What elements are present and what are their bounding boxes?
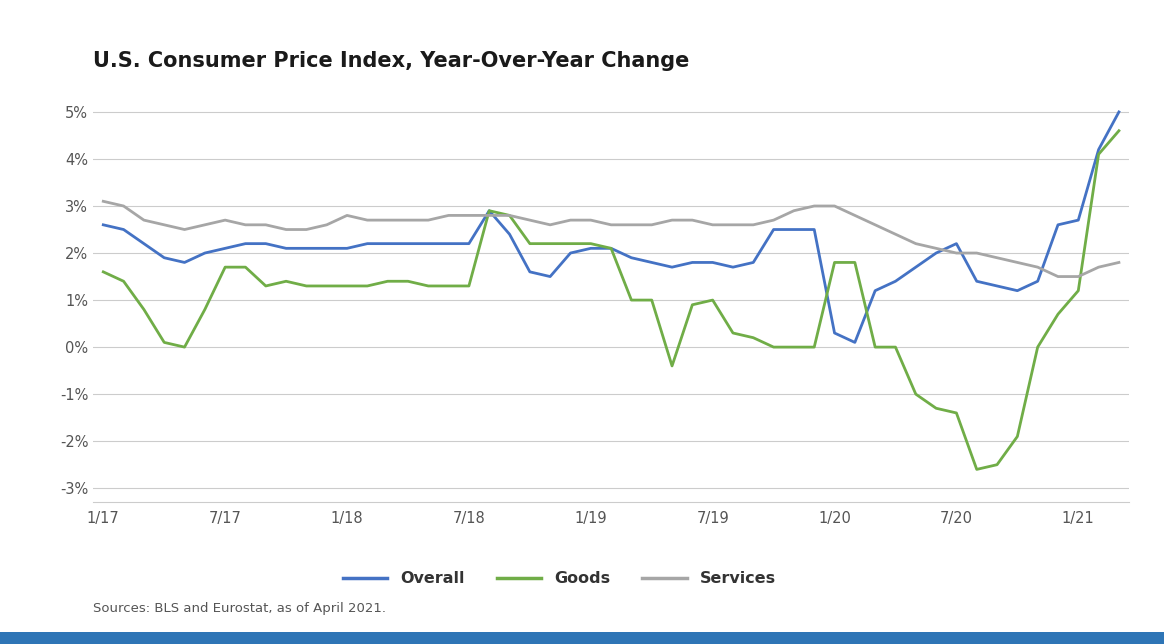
Legend: Overall, Goods, Services: Overall, Goods, Services <box>336 565 782 592</box>
Text: U.S. Consumer Price Index, Year-Over-Year Change: U.S. Consumer Price Index, Year-Over-Yea… <box>93 51 689 71</box>
Text: Sources: BLS and Eurostat, as of April 2021.: Sources: BLS and Eurostat, as of April 2… <box>93 602 386 615</box>
